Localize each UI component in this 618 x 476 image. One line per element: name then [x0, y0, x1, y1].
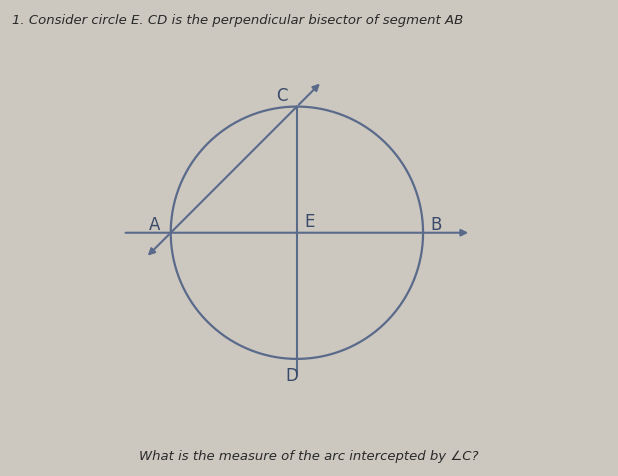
Text: B: B	[430, 216, 441, 233]
Text: C: C	[276, 87, 287, 105]
Text: D: D	[286, 367, 298, 385]
Text: What is the measure of the arc intercepted by ∠C?: What is the measure of the arc intercept…	[139, 449, 479, 462]
Text: A: A	[149, 216, 160, 233]
Text: 1. Consider circle E. CD is the perpendicular bisector of segment AB: 1. Consider circle E. CD is the perpendi…	[12, 14, 464, 27]
Text: E: E	[304, 213, 315, 231]
